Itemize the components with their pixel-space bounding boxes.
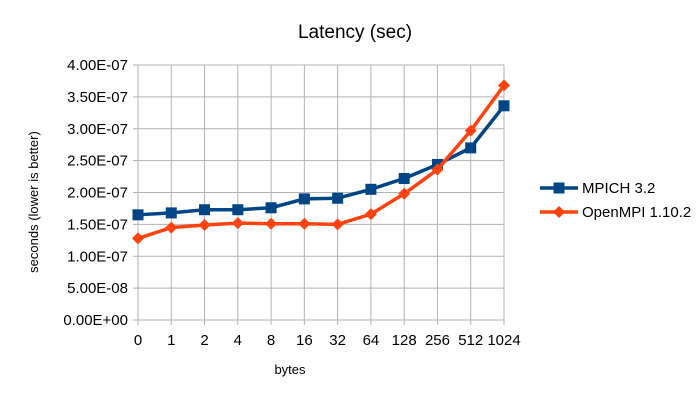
legend-marker-mpich-3-2 [553, 182, 565, 194]
series-openmpi-1-10-2 [132, 79, 510, 245]
y-tick-label: 1.00E-07 [67, 248, 128, 265]
data-point-mpich-3-2 [265, 202, 277, 214]
y-tick-label: 3.50E-07 [67, 89, 128, 106]
x-tick-label: 64 [363, 332, 380, 349]
legend-marker-openmpi-1-10-2 [553, 206, 565, 218]
x-axis-label: bytes [274, 362, 306, 377]
x-tick-label: 512 [458, 332, 483, 349]
data-point-mpich-3-2 [398, 172, 410, 184]
y-tick-label: 2.00E-07 [67, 185, 128, 202]
y-tick-label: 5.00E-08 [67, 280, 128, 297]
y-tick-label: 4.00E-07 [67, 57, 128, 74]
chart-title: Latency (sec) [298, 22, 412, 43]
series-line-openmpi-1-10-2 [137, 84, 506, 241]
x-tick-label: 256 [425, 332, 450, 349]
x-tick-label: 2 [200, 332, 208, 349]
data-point-mpich-3-2 [332, 192, 344, 204]
gridlines [133, 64, 505, 325]
x-tick-label: 0 [134, 332, 142, 349]
data-point-openmpi-1-10-2 [265, 217, 278, 230]
legend-item-openmpi-1-10-2: OpenMPI 1.10.2 [540, 204, 691, 221]
y-axis-label: seconds (lower is better) [26, 131, 41, 273]
y-tick-label: 3.00E-07 [67, 121, 128, 138]
legend-item-mpich-3-2: MPICH 3.2 [540, 180, 655, 197]
y-tick-label: 1.50E-07 [67, 216, 128, 233]
data-point-openmpi-1-10-2 [298, 217, 311, 230]
x-tick-label: 32 [329, 332, 346, 349]
x-tick-label: 8 [267, 332, 275, 349]
data-point-mpich-3-2 [199, 204, 211, 216]
data-point-mpich-3-2 [165, 207, 177, 219]
x-tick-label: 1024 [487, 332, 520, 349]
data-point-openmpi-1-10-2 [364, 208, 377, 221]
data-point-mpich-3-2 [498, 100, 510, 112]
data-point-openmpi-1-10-2 [165, 221, 178, 234]
x-tick-label: 1 [167, 332, 175, 349]
data-point-openmpi-1-10-2 [132, 232, 144, 245]
x-tick-label: 4 [234, 332, 242, 349]
data-point-openmpi-1-10-2 [464, 124, 477, 137]
data-point-mpich-3-2 [365, 183, 377, 195]
data-point-mpich-3-2 [465, 142, 477, 154]
x-tick-labels: 0 1 2 4 8 16 32 64 128 256 512 1024 [134, 332, 521, 349]
data-point-mpich-3-2 [132, 209, 144, 221]
y-tick-label: 2.50E-07 [67, 153, 128, 170]
data-point-openmpi-1-10-2 [498, 79, 510, 92]
y-tick-label: 0.00E+00 [63, 312, 128, 329]
legend-label-mpich-3-2: MPICH 3.2 [582, 180, 655, 197]
data-point-openmpi-1-10-2 [398, 187, 411, 200]
y-tick-labels: 0.00E+00 5.00E-08 1.00E-07 1.50E-07 2.00E-07… [63, 57, 128, 329]
data-point-openmpi-1-10-2 [198, 219, 211, 232]
legend: MPICH 3.2 OpenMPI 1.10.2 [540, 180, 691, 221]
data-point-openmpi-1-10-2 [331, 218, 344, 231]
x-tick-label: 16 [296, 332, 313, 349]
x-tick-label: 128 [392, 332, 417, 349]
legend-label-openmpi-1-10-2: OpenMPI 1.10.2 [582, 204, 691, 221]
data-point-openmpi-1-10-2 [431, 163, 444, 176]
data-point-mpich-3-2 [298, 193, 310, 205]
axes [137, 65, 504, 321]
data-point-mpich-3-2 [232, 204, 244, 216]
series-layer [132, 79, 510, 245]
data-point-openmpi-1-10-2 [231, 217, 244, 230]
